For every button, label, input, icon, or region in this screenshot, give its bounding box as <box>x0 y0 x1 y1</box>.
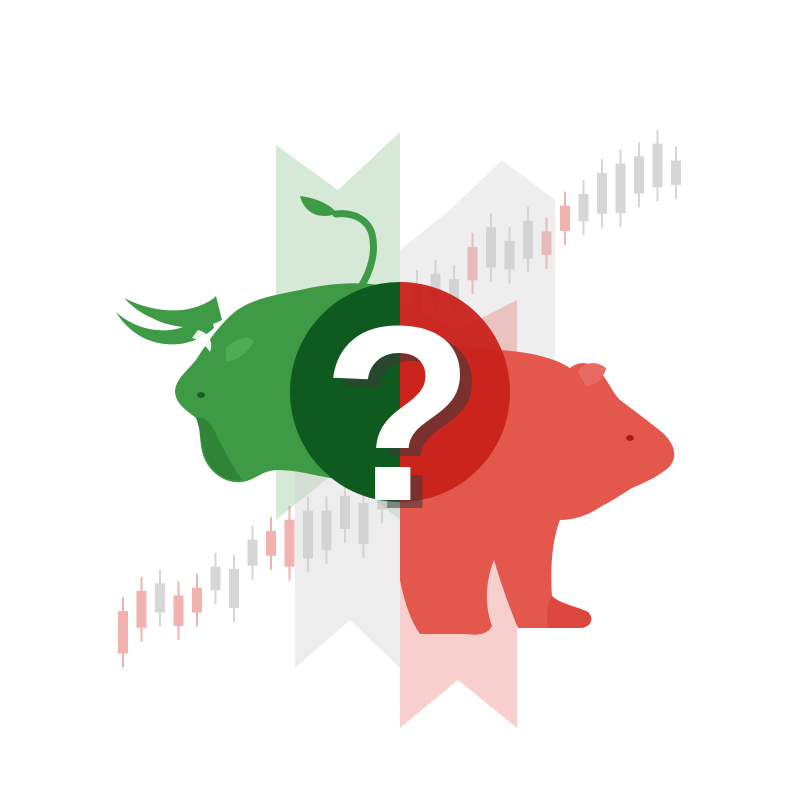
bull-tail <box>332 210 377 292</box>
candle-body <box>560 205 570 232</box>
candle-body <box>303 510 313 559</box>
dark-red-half-circle <box>400 282 510 502</box>
bull-muzzle <box>196 417 242 481</box>
candle-body <box>597 173 607 214</box>
candle-body <box>541 231 552 255</box>
bull-horn-back <box>124 296 222 328</box>
bull-horn-highlight <box>192 330 212 352</box>
bull-horn-front <box>116 310 214 345</box>
candle-body <box>210 566 221 591</box>
candle-body <box>634 156 644 194</box>
question-mark-shadow: ? <box>334 282 487 561</box>
candle-body <box>467 246 478 281</box>
candle-body <box>155 583 165 613</box>
candle-body <box>615 163 626 214</box>
candle-body <box>578 193 589 222</box>
candle-body <box>486 227 496 268</box>
candle-body <box>284 519 295 567</box>
candle-body <box>449 279 459 304</box>
candle-body <box>504 240 515 270</box>
question-mark: ? <box>322 274 475 553</box>
candle-body <box>173 595 184 626</box>
candle-body <box>340 495 350 529</box>
bull-tail-tuft <box>300 196 338 216</box>
candle-body <box>136 590 147 628</box>
candle-body <box>118 611 128 654</box>
bear-leg-shade <box>547 596 592 628</box>
candle-body <box>229 569 239 609</box>
bear-ear <box>578 363 606 386</box>
candle-body <box>192 587 202 613</box>
candle-body <box>321 510 332 550</box>
candle-body <box>358 503 369 544</box>
dark-green-half-circle <box>290 282 400 502</box>
bull-ear <box>226 337 254 362</box>
candle-body <box>671 160 681 185</box>
candle-body <box>247 539 258 566</box>
bull-eye <box>197 392 205 398</box>
question-mark-icon: ? ? <box>322 274 487 561</box>
candle-body <box>523 220 533 259</box>
bear-eye <box>626 435 634 441</box>
candle-body <box>652 143 663 188</box>
candle-body <box>266 530 276 556</box>
